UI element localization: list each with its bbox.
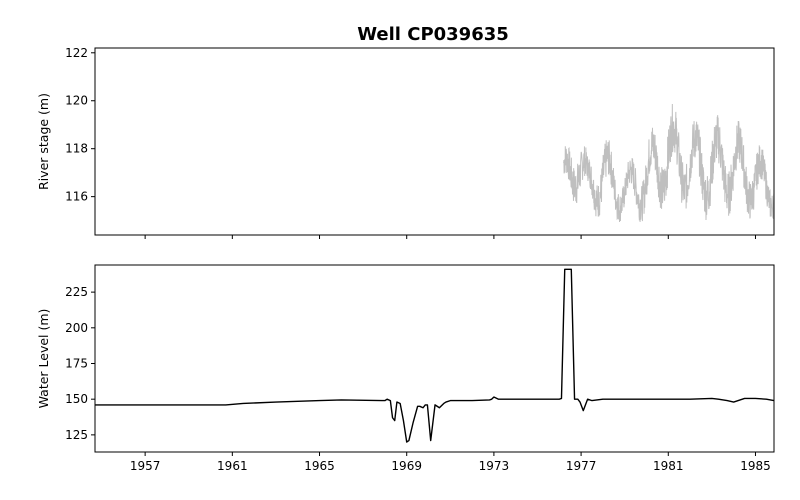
- river-stage-frame: [94, 47, 775, 236]
- y-tick-label: 175: [65, 356, 88, 370]
- water-level-panel: 125 150 175 200 225 1957 1961 1965 1969 1973 1977…: [36, 264, 775, 473]
- river-stage-y-axis: 116 118 120 122: [65, 46, 95, 204]
- river-stage-y-label: River stage (m): [36, 93, 51, 190]
- x-tick-label: 1961: [217, 459, 248, 473]
- x-tick-label: 1973: [479, 459, 510, 473]
- y-tick-label: 118: [65, 142, 88, 156]
- y-tick-label: 122: [65, 46, 88, 60]
- y-tick-label: 200: [65, 321, 88, 335]
- water-level-y-axis: 125 150 175 200 225: [65, 285, 95, 442]
- y-tick-label: 150: [65, 392, 88, 406]
- river-stage-panel: 116 118 120 122 River stage (m): [36, 46, 775, 239]
- chart-title: Well CP039635: [357, 24, 509, 45]
- river-stage-line: [563, 103, 774, 223]
- water-level-line: [95, 268, 774, 443]
- water-level-y-label: Water Level (m): [36, 309, 51, 409]
- x-tick-label: 1985: [740, 459, 771, 473]
- x-tick-label: 1969: [391, 459, 422, 473]
- y-tick-label: 225: [65, 285, 88, 299]
- x-tick-label: 1965: [304, 459, 335, 473]
- y-tick-label: 116: [65, 190, 88, 204]
- y-tick-label: 120: [65, 94, 88, 108]
- y-tick-label: 125: [65, 428, 88, 442]
- water-level-x-axis: 1957 1961 1965 1969 1973 1977 1981 1985: [130, 452, 771, 473]
- x-tick-label: 1957: [130, 459, 161, 473]
- river-stage-series: [563, 103, 774, 223]
- x-tick-label: 1981: [653, 459, 684, 473]
- water-level-series: [95, 268, 774, 443]
- river-stage-x-axis: [144, 235, 756, 239]
- water-level-frame: [94, 264, 775, 453]
- x-tick-label: 1977: [566, 459, 597, 473]
